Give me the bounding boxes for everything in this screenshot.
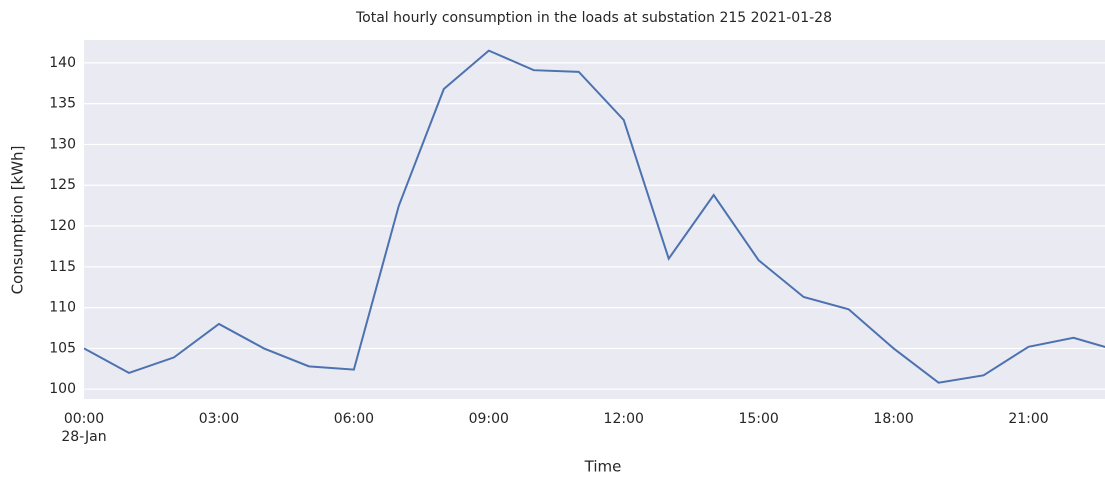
x-tick-label: 00:00 — [64, 411, 104, 427]
x-tick-label: 21:00 — [1008, 411, 1048, 427]
y-tick-label: 115 — [49, 259, 76, 275]
x-tick-label: 18:00 — [873, 411, 913, 427]
chart-title: Total hourly consumption in the loads at… — [355, 10, 832, 26]
x-date-label: 28-Jan — [61, 429, 106, 445]
x-tick-label: 09:00 — [469, 411, 509, 427]
y-tick-label: 120 — [49, 218, 76, 234]
y-tick-label: 100 — [49, 381, 76, 397]
y-axis-label: Consumption [kWh] — [9, 146, 27, 295]
x-tick-label: 03:00 — [199, 411, 239, 427]
y-tick-label: 125 — [49, 177, 76, 193]
y-tick-label: 135 — [49, 96, 76, 112]
y-tick-label: 140 — [49, 55, 76, 71]
y-tick-label: 130 — [49, 136, 76, 152]
x-axis-label: Time — [584, 458, 622, 476]
y-tick-label: 105 — [49, 340, 76, 356]
plot-background — [84, 40, 1105, 399]
x-tick-label: 12:00 — [604, 411, 644, 427]
y-tick-label: 110 — [49, 300, 76, 316]
x-tick-label: 06:00 — [334, 411, 374, 427]
x-tick-label: 15:00 — [738, 411, 778, 427]
data-line — [84, 49, 1105, 384]
